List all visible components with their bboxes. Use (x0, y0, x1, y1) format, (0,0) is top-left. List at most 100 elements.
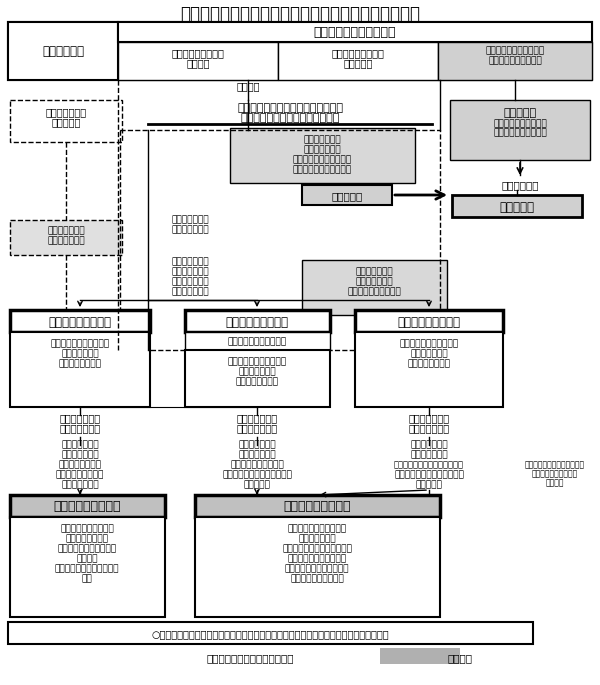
Text: 事後の監視: 事後の監視 (499, 201, 535, 214)
Text: 既存化学物質: 既存化学物質 (42, 45, 84, 58)
Text: 環境残留: 環境残留 (244, 480, 271, 490)
FancyBboxPatch shape (185, 350, 330, 407)
Text: （従来の指定化学物質）: （従来の指定化学物質） (227, 338, 287, 347)
Text: ・高蓄積性なし: ・高蓄積性なし (303, 145, 341, 155)
Text: （平成１５年の法改正部分は、: （平成１５年の法改正部分は、 (206, 653, 294, 663)
FancyBboxPatch shape (438, 42, 592, 80)
Text: １トン以下: １トン以下 (343, 58, 373, 68)
Text: ・必要に応じて、製造・輸入: ・必要に応じて、製造・輸入 (282, 545, 352, 553)
Text: ・政令指定製品の輸入禁止: ・政令指定製品の輸入禁止 (55, 564, 119, 573)
Text: ・難分解性あり: ・難分解性あり (355, 268, 393, 277)
Text: ○製造・輸入事業者が自ら取り扱う化学物質に関し把握した有害性情報の報告を義務付け: ○製造・輸入事業者が自ら取り扱う化学物質に関し把握した有害性情報の報告を義務付け (151, 629, 389, 639)
Text: 製造・輸入可: 製造・輸入可 (501, 180, 539, 190)
FancyBboxPatch shape (10, 517, 165, 617)
FancyBboxPatch shape (230, 128, 415, 183)
Text: ・指導・助言　等: ・指導・助言 等 (407, 360, 451, 369)
Text: （必要な場合）: （必要な場合） (236, 423, 278, 433)
Text: ・難分解性あり: ・難分解性あり (61, 440, 99, 449)
Text: ・年間総量１０トン以下: ・年間総量１０トン以下 (292, 155, 352, 164)
Text: 用途等の届出: 用途等の届出 (410, 349, 448, 358)
Text: ・製造・輸入の許可制: ・製造・輸入の許可制 (60, 525, 114, 534)
Text: 第三種監視化学物質: 第三種監視化学物質 (398, 316, 461, 329)
Text: ・指導・助言　等: ・指導・助言 等 (59, 360, 101, 369)
Text: 安全性点検: 安全性点検 (52, 117, 80, 127)
Text: 年間製造・輸入総量: 年間製造・輸入総量 (172, 48, 224, 58)
Text: ・製造・輸入実績数量、: ・製造・輸入実績数量、 (227, 358, 287, 366)
Text: が極めて低い化学物質: が極めて低い化学物質 (488, 56, 542, 66)
Text: 第二種特定化学物質: 第二種特定化学物質 (283, 501, 351, 514)
FancyBboxPatch shape (10, 310, 150, 332)
Text: 性の疑いあり: 性の疑いあり (171, 288, 209, 297)
Text: 用途等の届出: 用途等の届出 (238, 367, 276, 377)
FancyBboxPatch shape (8, 22, 592, 80)
FancyBboxPatch shape (118, 22, 592, 42)
FancyBboxPatch shape (10, 220, 122, 255)
Text: ・指導・助言　等: ・指導・助言 等 (235, 377, 278, 386)
Text: 第二種監視化学物質: 第二種監視化学物質 (226, 316, 289, 329)
FancyBboxPatch shape (195, 517, 440, 617)
Text: ・特定の用途以外の使用: ・特定の用途以外の使用 (58, 545, 116, 553)
FancyBboxPatch shape (302, 185, 392, 205)
Text: 有害性調査指示: 有害性調査指示 (59, 413, 101, 423)
Text: 等: 等 (82, 575, 92, 584)
Text: ・高蓄積性なし: ・高蓄積性なし (171, 268, 209, 277)
Text: で表示）: で表示） (448, 653, 473, 663)
Text: 既存化学物質の: 既存化学物質の (46, 107, 86, 117)
Text: （届出）: （届出） (236, 81, 260, 91)
Text: ・難分解性あり: ・難分解性あり (238, 440, 276, 449)
Text: への毒性あり: への毒性あり (61, 480, 99, 490)
Text: ・高蓄積性なし: ・高蓄積性なし (171, 225, 209, 234)
Text: ・人への長期毒性あり: ・人への長期毒性あり (230, 460, 284, 469)
FancyBboxPatch shape (380, 648, 460, 664)
Text: （必要な場合）: （必要な場合） (59, 423, 101, 433)
Text: 予定数量等の変更命令: 予定数量等の変更命令 (287, 554, 347, 564)
Text: ・生活環境動植物への毒性あり: ・生活環境動植物への毒性あり (394, 460, 464, 469)
Text: 第一種監視化学物質: 第一種監視化学物質 (49, 316, 112, 329)
Text: （必要な場合）: （必要な場合） (409, 423, 449, 433)
FancyBboxPatch shape (185, 310, 330, 332)
Text: ・高蓄積性なし: ・高蓄積性なし (238, 451, 276, 460)
FancyBboxPatch shape (278, 42, 438, 80)
FancyBboxPatch shape (302, 260, 447, 315)
FancyBboxPatch shape (8, 622, 533, 644)
Text: 分解性、蓄積性、人への長期毒性・: 分解性、蓄積性、人への長期毒性・ (237, 103, 343, 113)
FancyBboxPatch shape (10, 100, 122, 142)
Text: 事前の確認: 事前の確認 (331, 191, 362, 201)
Text: の禁止: の禁止 (76, 554, 98, 564)
FancyBboxPatch shape (195, 495, 440, 517)
Text: ・難分解性あり: ・難分解性あり (47, 227, 85, 236)
Text: ・被害のおそれが認められる: ・被害のおそれが認められる (222, 471, 292, 479)
FancyBboxPatch shape (450, 100, 590, 160)
Text: 新　規　化　学　物　質: 新 規 化 学 物 質 (314, 25, 396, 38)
Text: も該当しない場合には: も該当しない場合には (532, 469, 578, 479)
Text: ・難分解性あり: ・難分解性あり (171, 216, 209, 225)
Text: 中間物等環境放出可能性: 中間物等環境放出可能性 (485, 47, 545, 55)
FancyBboxPatch shape (185, 332, 330, 350)
Text: 年間製造・輸入総量: 年間製造・輸入総量 (332, 48, 385, 58)
Text: ・高蓄積性あり: ・高蓄積性あり (61, 451, 99, 460)
FancyBboxPatch shape (355, 332, 503, 407)
Text: （事実上禁止）: （事実上禁止） (65, 534, 109, 543)
Text: 事前の確認: 事前の確認 (503, 108, 536, 118)
Text: 環境中への放出可能性: 環境中への放出可能性 (493, 119, 547, 129)
Text: ・製造・輸入予定／実績: ・製造・輸入予定／実績 (287, 525, 347, 534)
Text: ・表示義務・勧告　等: ・表示義務・勧告 等 (290, 575, 344, 584)
Text: （注）上記のいずれの要件に: （注）上記のいずれの要件に (525, 460, 585, 469)
Text: で被害のおそれがない: で被害のおそれがない (292, 166, 352, 175)
Text: ・難分解性あり: ・難分解性あり (171, 258, 209, 266)
Text: 化学物質の審査及び製造等の規制に関する法律の概要: 化学物質の審査及び製造等の規制に関する法律の概要 (180, 5, 420, 23)
Text: ・高蓄積性なし: ・高蓄積性なし (355, 277, 393, 286)
Text: 有害性調査指示: 有害性調査指示 (409, 413, 449, 423)
Text: 第一種特定化学物質: 第一種特定化学物質 (53, 501, 121, 514)
Text: ・高蓄積性あり: ・高蓄積性あり (47, 236, 85, 245)
Text: ・動植物への毒性あり: ・動植物への毒性あり (347, 288, 401, 297)
FancyBboxPatch shape (10, 332, 150, 407)
FancyBboxPatch shape (10, 495, 165, 517)
Text: １トン超: １トン超 (186, 58, 210, 68)
FancyBboxPatch shape (8, 22, 118, 80)
Text: ・被害のおそれが認められる: ・被害のおそれが認められる (394, 471, 464, 479)
Text: 用途等の届出: 用途等の届出 (61, 349, 99, 358)
Text: ・技術上の指針公表・勧告: ・技術上の指針公表・勧告 (285, 564, 349, 573)
Text: 有害性調査指示: 有害性調査指示 (236, 413, 278, 423)
Text: 環境残留: 環境残留 (416, 480, 442, 490)
